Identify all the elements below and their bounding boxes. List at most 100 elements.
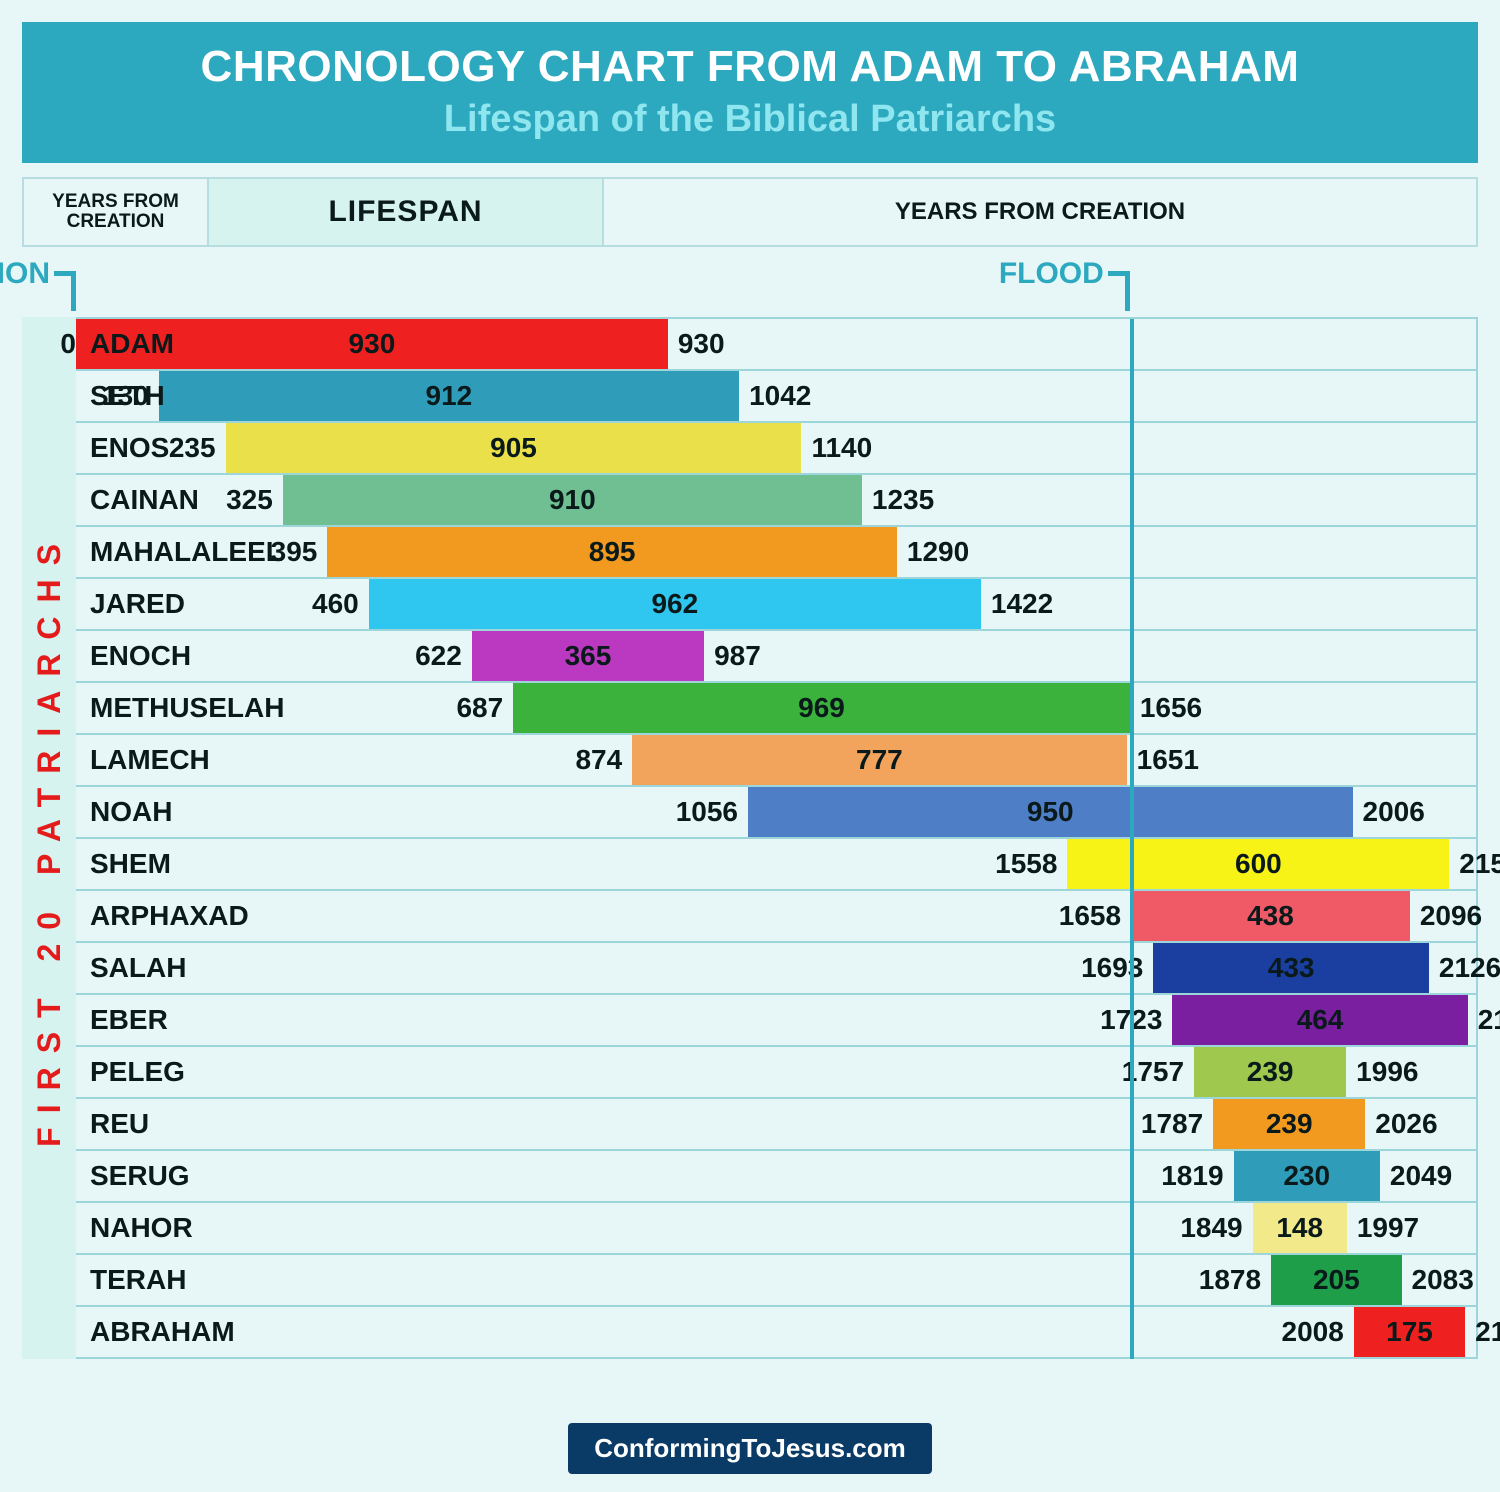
death-year: 987 <box>704 631 761 681</box>
death-year: 2006 <box>1353 787 1425 837</box>
lifespan-bar: 969 <box>513 683 1130 733</box>
death-year: 2083 <box>1402 1255 1474 1305</box>
death-year: 1997 <box>1347 1203 1419 1253</box>
birth-year: 2008 <box>76 1307 1354 1357</box>
timeline-row: SETH1309121042 <box>76 371 1478 423</box>
chart-area: FIRST 20 PATRIARCHS ADAM0930930SETH13091… <box>22 317 1478 1359</box>
col-lifespan: LIFESPAN <box>209 179 604 245</box>
side-label-text: FIRST 20 PATRIARCHS <box>31 530 68 1147</box>
col-left-line2: CREATION <box>67 212 165 232</box>
birth-year: 1819 <box>76 1151 1234 1201</box>
timeline-row: PELEG17572391996 <box>76 1047 1478 1099</box>
lifespan-bar: 777 <box>632 735 1126 785</box>
birth-year: 1558 <box>76 839 1067 889</box>
birth-year: 1878 <box>76 1255 1271 1305</box>
lifespan-bar: 239 <box>1194 1047 1346 1097</box>
death-year: 2096 <box>1410 891 1482 941</box>
flood-divider-line <box>1130 319 1134 1359</box>
timeline-row: ARPHAXAD16584382096 <box>76 891 1478 943</box>
footer-attribution: ConformingToJesus.com <box>568 1423 932 1474</box>
lifespan-bar: 910 <box>283 475 862 525</box>
birth-year: 1056 <box>76 787 748 837</box>
birth-year: 395 <box>76 527 327 577</box>
creation-marker-hook-icon <box>54 271 76 311</box>
timeline-row: CAINAN3259101235 <box>76 475 1478 527</box>
title-banner: CHRONOLOGY CHART FROM ADAM TO ABRAHAM Li… <box>22 22 1478 163</box>
birth-year: 1658 <box>76 891 1131 941</box>
birth-year: 1693 <box>76 943 1153 993</box>
birth-year: 325 <box>76 475 283 525</box>
timeline-row: TERAH18782052083 <box>76 1255 1478 1307</box>
birth-year: 1787 <box>76 1099 1213 1149</box>
col-left-line1: YEARS FROM <box>52 192 179 212</box>
birth-year: 235 <box>76 423 226 473</box>
footer: ConformingToJesus.com <box>0 1423 1500 1474</box>
timeline-row: ABRAHAM20081752183 <box>76 1307 1478 1359</box>
timeline-row: EBER17234642187 <box>76 995 1478 1047</box>
creation-marker: CREATION <box>0 257 76 311</box>
flood-marker-hook-icon <box>1108 271 1130 311</box>
death-year: 2126 <box>1429 943 1500 993</box>
timeline-row: METHUSELAH6879691656 <box>76 683 1478 735</box>
creation-marker-label: CREATION <box>0 257 50 291</box>
timeline-row: NAHOR18491481997 <box>76 1203 1478 1255</box>
column-header-row: YEARS FROM CREATION LIFESPAN YEARS FROM … <box>22 177 1478 247</box>
death-year: 2026 <box>1365 1099 1437 1149</box>
lifespan-bar: 433 <box>1153 943 1429 993</box>
lifespan-bar: 438 <box>1131 891 1410 941</box>
death-year: 1290 <box>897 527 969 577</box>
marker-row: CREATION FLOOD <box>22 257 1478 317</box>
timeline-row: ADAM0930930 <box>76 319 1478 371</box>
lifespan-bar: 905 <box>226 423 802 473</box>
birth-year: 460 <box>76 579 369 629</box>
death-year: 2049 <box>1380 1151 1452 1201</box>
timeline-rows: ADAM0930930SETH1309121042ENOS2359051140C… <box>76 317 1478 1359</box>
lifespan-bar: 600 <box>1067 839 1449 889</box>
lifespan-bar: 962 <box>369 579 981 629</box>
death-year: 1235 <box>862 475 934 525</box>
birth-year: 622 <box>76 631 472 681</box>
lifespan-bar: 175 <box>1354 1307 1465 1357</box>
col-years-from-creation-right: YEARS FROM CREATION <box>604 179 1476 245</box>
timeline-row: ENOS2359051140 <box>76 423 1478 475</box>
timeline-row: SALAH16934332126 <box>76 943 1478 995</box>
timeline-row: ENOCH622365987 <box>76 631 1478 683</box>
flood-marker: FLOOD <box>999 257 1130 311</box>
birth-year: 874 <box>76 735 632 785</box>
death-year: 1042 <box>739 371 811 421</box>
lifespan-bar: 912 <box>159 371 739 421</box>
lifespan-bar: 950 <box>748 787 1353 837</box>
timeline-row: SERUG18192302049 <box>76 1151 1478 1203</box>
flood-marker-label: FLOOD <box>999 257 1104 291</box>
death-year: 1651 <box>1127 735 1199 785</box>
lifespan-bar: 205 <box>1271 1255 1401 1305</box>
death-year: 2183 <box>1465 1307 1500 1357</box>
death-year: 1656 <box>1130 683 1202 733</box>
timeline-row: JARED4609621422 <box>76 579 1478 631</box>
birth-year: 1849 <box>76 1203 1253 1253</box>
timeline-row: MAHALALEEL3958951290 <box>76 527 1478 579</box>
death-year: 2158 <box>1449 839 1500 889</box>
death-year: 1140 <box>801 423 872 473</box>
timeline-row: NOAH10569502006 <box>76 787 1478 839</box>
timeline-row: SHEM15586002158 <box>76 839 1478 891</box>
chart-title: CHRONOLOGY CHART FROM ADAM TO ABRAHAM <box>24 42 1476 92</box>
birth-year: 1757 <box>76 1047 1194 1097</box>
death-year: 2187 <box>1468 995 1500 1045</box>
col-years-from-creation-left: YEARS FROM CREATION <box>24 179 209 245</box>
death-year: 930 <box>668 319 725 369</box>
chart-subtitle: Lifespan of the Biblical Patriarchs <box>24 98 1476 141</box>
timeline-row: LAMECH8747771651 <box>76 735 1478 787</box>
death-year: 1422 <box>981 579 1053 629</box>
lifespan-bar: 239 <box>1213 1099 1365 1149</box>
death-year: 1996 <box>1346 1047 1418 1097</box>
lifespan-bar: 148 <box>1253 1203 1347 1253</box>
birth-year: 0 <box>76 319 86 369</box>
birth-year: 130 <box>76 371 159 421</box>
patriarch-name: ADAM <box>76 319 174 369</box>
lifespan-bar: 365 <box>472 631 704 681</box>
lifespan-bar: 464 <box>1172 995 1467 1045</box>
side-label: FIRST 20 PATRIARCHS <box>22 317 76 1359</box>
lifespan-bar: 895 <box>327 527 897 577</box>
timeline-row: REU17872392026 <box>76 1099 1478 1151</box>
